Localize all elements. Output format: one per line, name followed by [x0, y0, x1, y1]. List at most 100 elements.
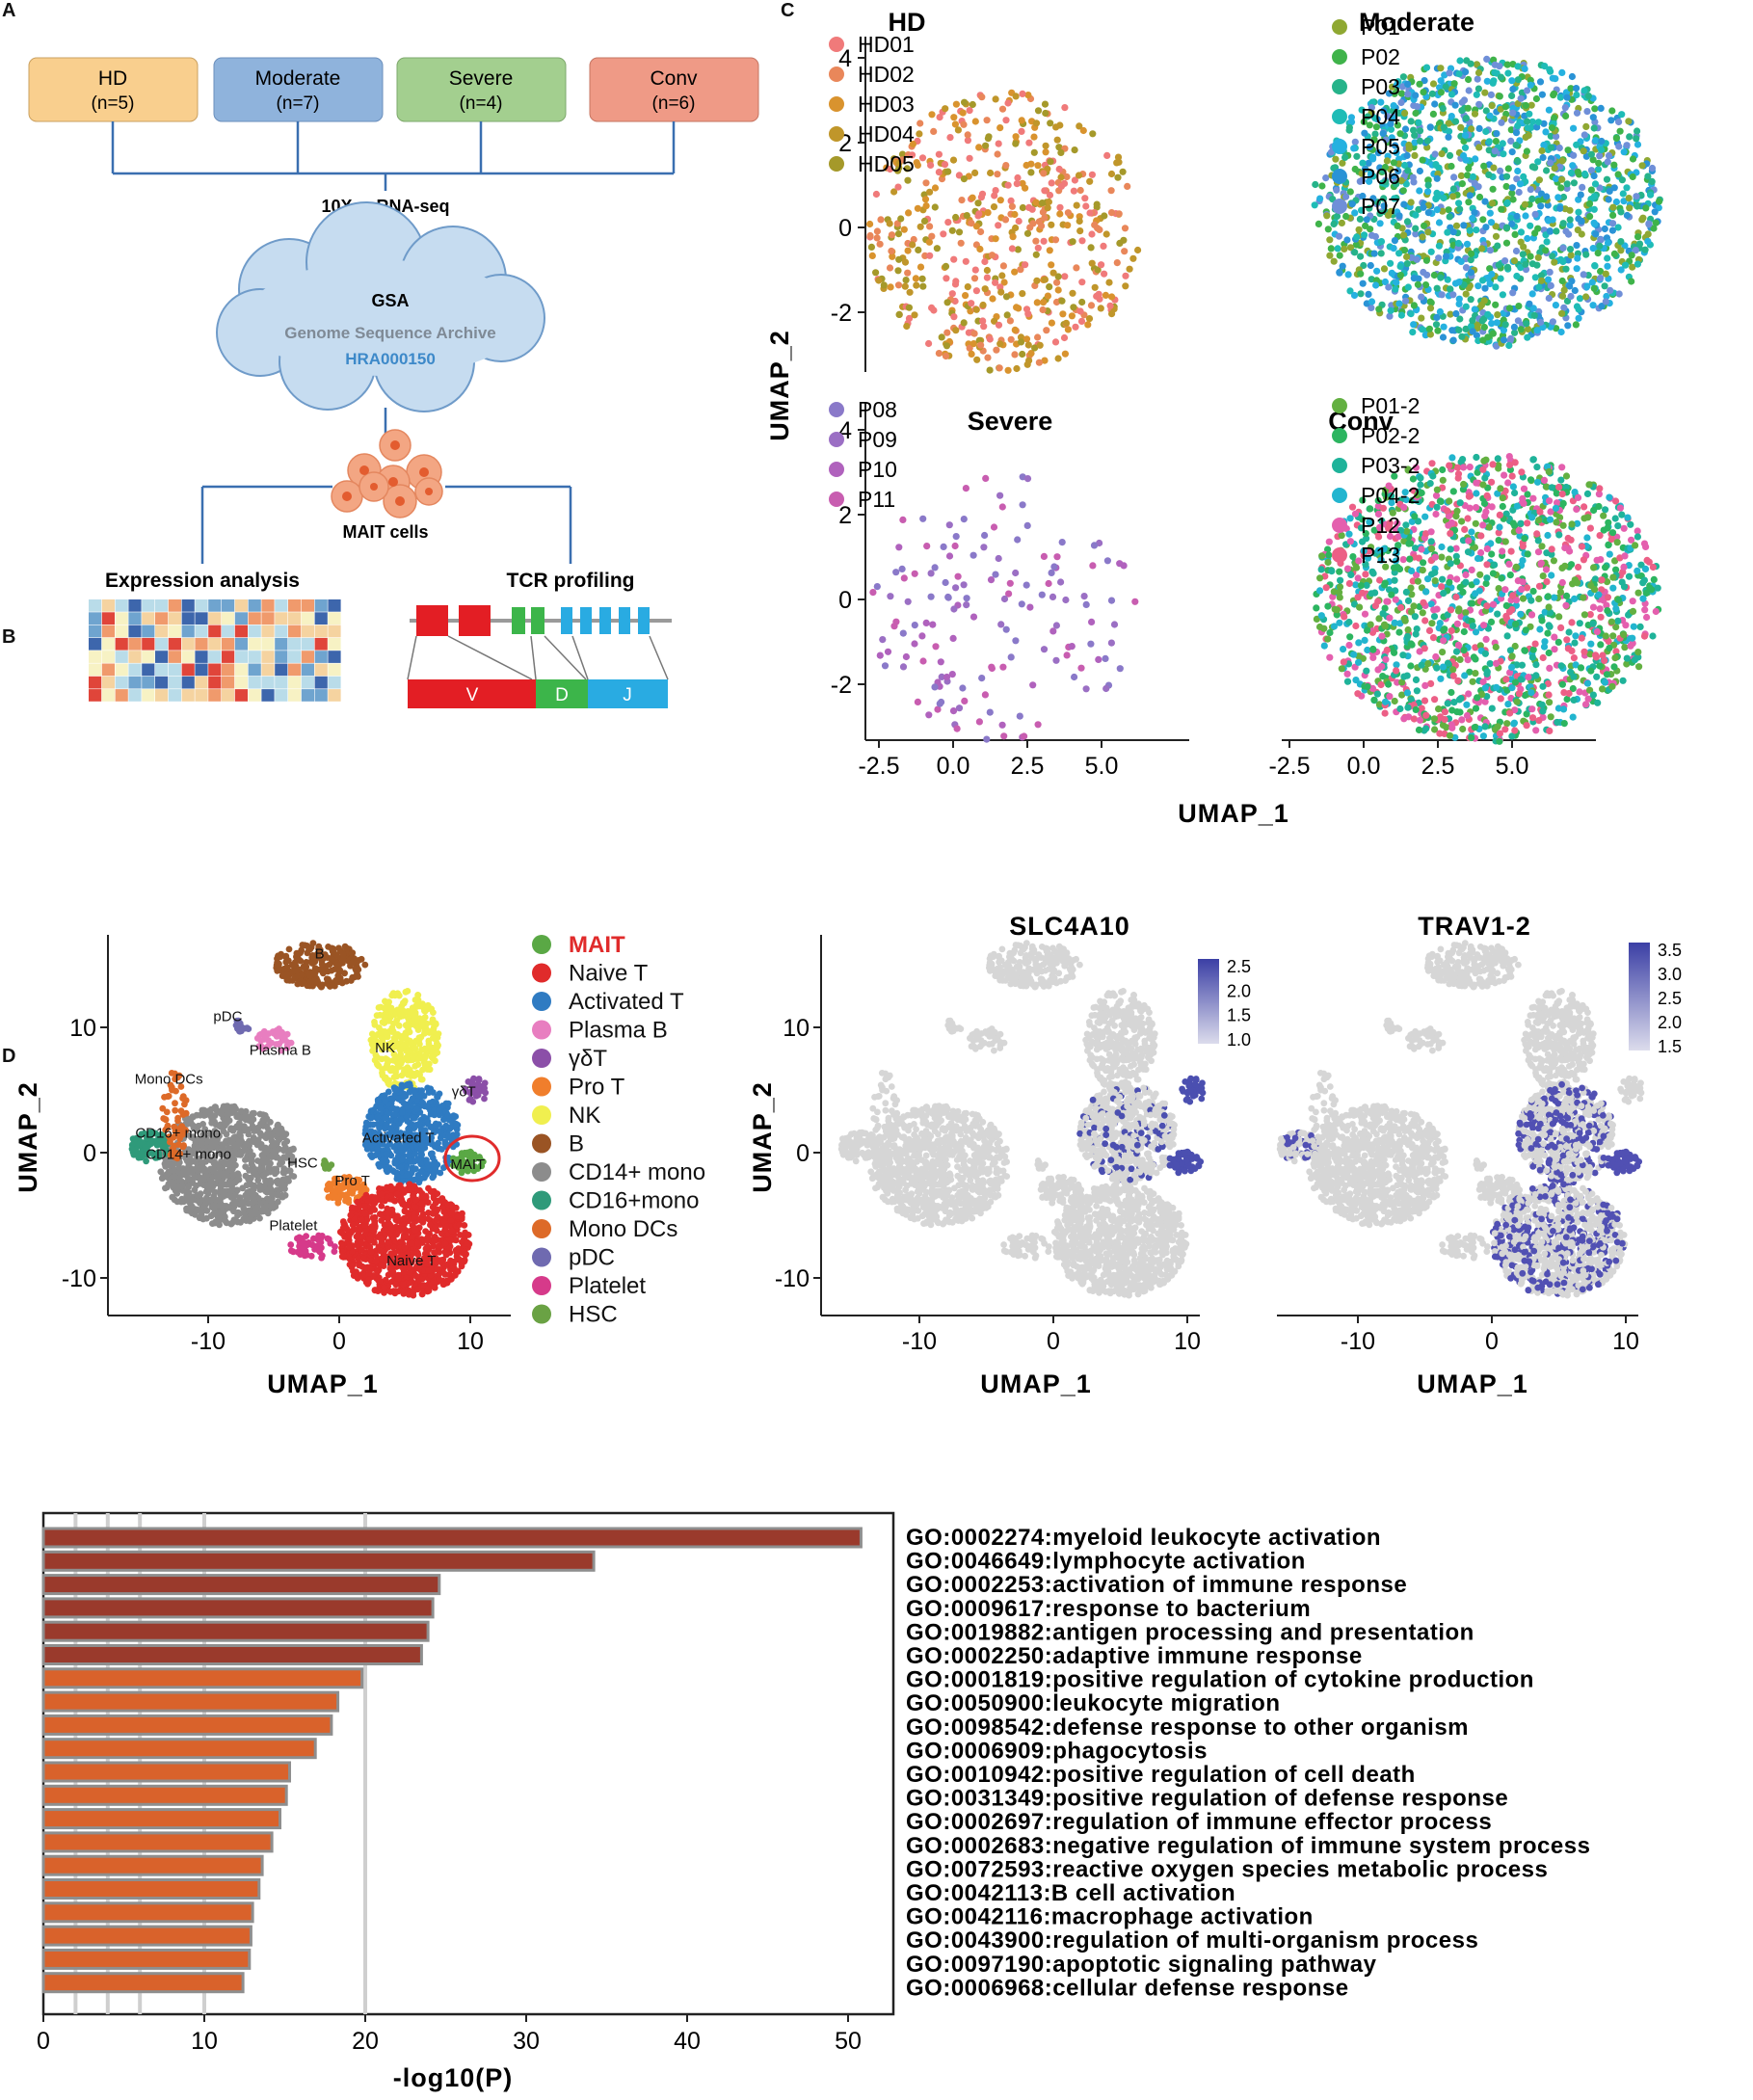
umap-cell-point [1512, 601, 1520, 609]
umap-cell-point [1462, 325, 1470, 332]
umap-cell-point [1644, 237, 1652, 245]
umap-cell-point [1402, 297, 1410, 305]
umap-cell-point [1045, 198, 1052, 206]
umap-cell-point [1502, 173, 1511, 180]
umap-cell-point [1604, 158, 1611, 166]
umap-cell-point [988, 664, 996, 673]
umap-cell-point [1530, 311, 1538, 319]
umap-cell-point [1392, 142, 1399, 149]
umap-cell-point [1564, 322, 1572, 330]
umap-cell-point [1544, 593, 1552, 600]
umap-cell-point [256, 1110, 264, 1118]
umap-cell-point [1509, 483, 1517, 491]
umap-cell-point [229, 1171, 237, 1179]
heatmap-cell [328, 625, 341, 638]
umap-cell-point [1625, 195, 1633, 202]
facet-title-hd: HD [889, 8, 926, 37]
umap-cell-point [230, 1197, 238, 1205]
umap-cell-point [1056, 121, 1064, 129]
umap-cell-point [1433, 313, 1441, 321]
umap-cell-point [1584, 695, 1592, 703]
umap-cell-point [234, 1140, 242, 1148]
umap-cell-point [995, 321, 1003, 329]
umap-cell-point [1471, 306, 1478, 313]
umap-cell-point [1531, 640, 1539, 648]
umap-cell-point [1488, 503, 1496, 511]
b-ytick-label: 0 [83, 1140, 96, 1167]
umap-cell-point [1573, 85, 1580, 93]
umap-cell-point [1381, 623, 1389, 630]
umap-cell-point [1134, 246, 1142, 254]
umap-cell-point [1621, 552, 1629, 560]
umap-cell-point [1355, 226, 1363, 233]
umap-cell-point [1336, 589, 1343, 597]
umap-cell-point [1379, 610, 1387, 618]
umap-cell-point [1535, 176, 1543, 184]
umap-cell-point [1014, 173, 1022, 182]
heatmap-cell [128, 689, 142, 702]
umap-cell-point [1488, 550, 1496, 558]
umap-cell-point [1529, 646, 1537, 653]
umap-cell-point [1581, 701, 1590, 708]
heatmap-cell [234, 663, 248, 677]
umap-cell-point [968, 350, 975, 358]
umap-cell-point [1605, 541, 1612, 548]
umap-cell-point [281, 1191, 289, 1199]
umap-cell-point [1063, 173, 1071, 181]
c-legend-swatch [1332, 109, 1347, 124]
umap-cell-point [1638, 162, 1646, 170]
umap-cell-point [1604, 594, 1611, 601]
umap-cell-point [1038, 591, 1046, 598]
umap-cell-point [1085, 315, 1094, 323]
umap-cell-point [1510, 719, 1518, 727]
umap-cell-point [1400, 247, 1409, 254]
umap-cell-point [919, 657, 927, 665]
umap-cell-point [1447, 606, 1455, 614]
umap-cell-point [1420, 559, 1427, 567]
c-legend-label: P04-2 [1361, 483, 1420, 508]
umap-cell-point [1585, 481, 1593, 489]
heatmap-cell [234, 676, 248, 689]
umap-cell-point [1552, 504, 1560, 512]
umap-cell-point [894, 183, 902, 191]
umap-cell-point [1425, 325, 1433, 332]
umap-cell-point [196, 1214, 203, 1222]
umap-cell-point [1483, 77, 1491, 85]
umap-cell-point [1352, 581, 1360, 589]
umap-cell-point [1426, 305, 1435, 312]
umap-cell-point [1087, 640, 1095, 648]
umap-cell-point [1632, 542, 1639, 549]
umap-cell-point [194, 1191, 200, 1199]
umap-cell-point [1101, 270, 1108, 278]
heatmap-cell [168, 625, 181, 638]
umap-cell-point [1500, 150, 1507, 158]
umap-cell-point [1623, 211, 1631, 220]
umap-cell-point [1385, 90, 1394, 97]
umap-cell-point [1403, 253, 1411, 261]
umap-cell-point [1634, 589, 1642, 597]
umap-cell-point [1598, 146, 1606, 154]
heatmap-cell [115, 676, 128, 689]
group-n: (n=7) [277, 93, 320, 114]
umap-cell-point [1460, 627, 1468, 636]
umap-cell-point [1320, 642, 1328, 650]
umap-cell-point [1591, 180, 1600, 188]
umap-cell-point [1335, 232, 1343, 240]
umap-cell-point [1478, 277, 1487, 284]
umap-cell-point [1528, 705, 1536, 713]
umap-cell-point [1445, 133, 1452, 141]
umap-cell-point [951, 120, 959, 128]
umap-cell-point [1367, 261, 1374, 270]
heatmap-cell [128, 637, 142, 651]
umap-cell-point [1472, 590, 1479, 598]
umap-cell-point [1551, 594, 1558, 601]
heatmap-cell [115, 651, 128, 663]
umap-cell-point [1589, 603, 1598, 611]
umap-cell-point [1560, 286, 1568, 294]
umap-cell-point [1602, 506, 1609, 514]
umap-cell-point [1518, 468, 1526, 476]
umap-cell-point [1402, 521, 1410, 529]
umap-cell-point [264, 1209, 272, 1217]
umap-cell-point [1396, 130, 1404, 138]
umap-cell-point [1591, 262, 1599, 270]
